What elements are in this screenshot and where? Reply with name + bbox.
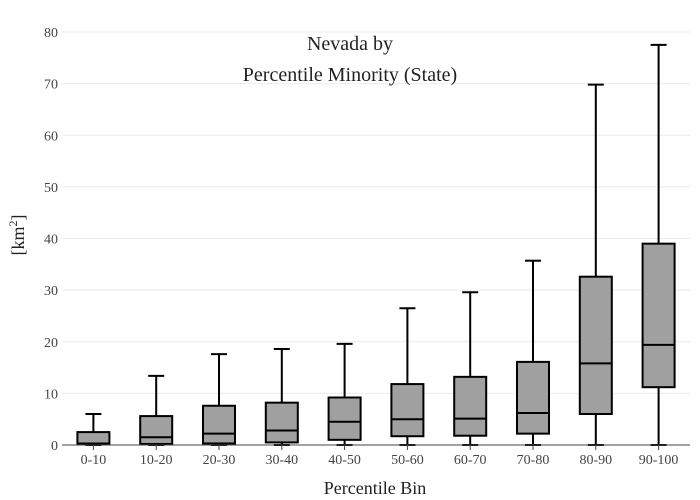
box-60-70 bbox=[453, 291, 488, 446]
box-30-40 bbox=[264, 347, 299, 446]
chart-title-line1: Nevada by bbox=[307, 33, 393, 55]
box-iqr bbox=[139, 415, 174, 445]
x-tick-label: 40-50 bbox=[328, 453, 361, 468]
x-tick-label: 70-80 bbox=[517, 453, 550, 468]
box-iqr bbox=[578, 275, 613, 416]
boxes bbox=[76, 43, 676, 446]
box-iqr bbox=[202, 404, 236, 445]
box-70-80 bbox=[516, 259, 550, 446]
box-80-90 bbox=[578, 83, 613, 446]
y-tick-label: 60 bbox=[44, 129, 58, 144]
y-tick-label: 10 bbox=[44, 387, 58, 402]
box-90-100 bbox=[641, 43, 676, 446]
y-axis-title: [km2] bbox=[6, 215, 28, 256]
box-iqr bbox=[264, 401, 299, 444]
x-tick-label: 80-90 bbox=[579, 453, 612, 468]
box-iqr bbox=[390, 383, 425, 438]
y-tick-label: 30 bbox=[44, 284, 58, 299]
y-tick-label: 50 bbox=[44, 181, 58, 196]
x-tick-label: 0-10 bbox=[81, 453, 107, 468]
y-axis-title-close: ] bbox=[8, 215, 28, 221]
box-iqr bbox=[516, 360, 550, 435]
box-iqr bbox=[453, 375, 488, 437]
y-tick-label: 80 bbox=[44, 26, 58, 41]
gridlines bbox=[62, 31, 690, 394]
x-tick-label: 60-70 bbox=[454, 453, 487, 468]
y-axis-title-text: [km bbox=[8, 227, 28, 256]
box-20-30 bbox=[202, 353, 236, 446]
x-tick-label: 50-60 bbox=[391, 453, 424, 468]
y-tick-label: 40 bbox=[44, 233, 58, 248]
y-tick-label: 20 bbox=[44, 336, 58, 351]
y-axis-ticks: 0 10 20 30 40 50 60 70 80 bbox=[44, 26, 58, 454]
x-axis-title: Percentile Bin bbox=[324, 478, 426, 498]
x-tick-label: 20-30 bbox=[203, 453, 236, 468]
y-axis-title-superscript: 2 bbox=[6, 221, 20, 227]
x-tick-label: 30-40 bbox=[265, 453, 298, 468]
x-tick-label: 10-20 bbox=[140, 453, 173, 468]
box-10-20 bbox=[139, 374, 174, 446]
x-tick-label: 90-100 bbox=[639, 453, 679, 468]
box-40-50 bbox=[327, 342, 362, 446]
box-iqr bbox=[641, 242, 676, 389]
box-0-10 bbox=[76, 413, 111, 446]
chart-title-line2: Percentile Minority (State) bbox=[243, 64, 457, 86]
x-axis-ticks: 0-10 10-20 20-30 30-40 40-50 50-60 60-70 70-80 8… bbox=[81, 445, 679, 468]
box-iqr bbox=[327, 396, 362, 441]
box-50-60 bbox=[390, 307, 425, 446]
box-iqr bbox=[76, 431, 111, 446]
y-tick-label: 70 bbox=[44, 78, 58, 93]
y-tick-label: 0 bbox=[51, 439, 58, 454]
